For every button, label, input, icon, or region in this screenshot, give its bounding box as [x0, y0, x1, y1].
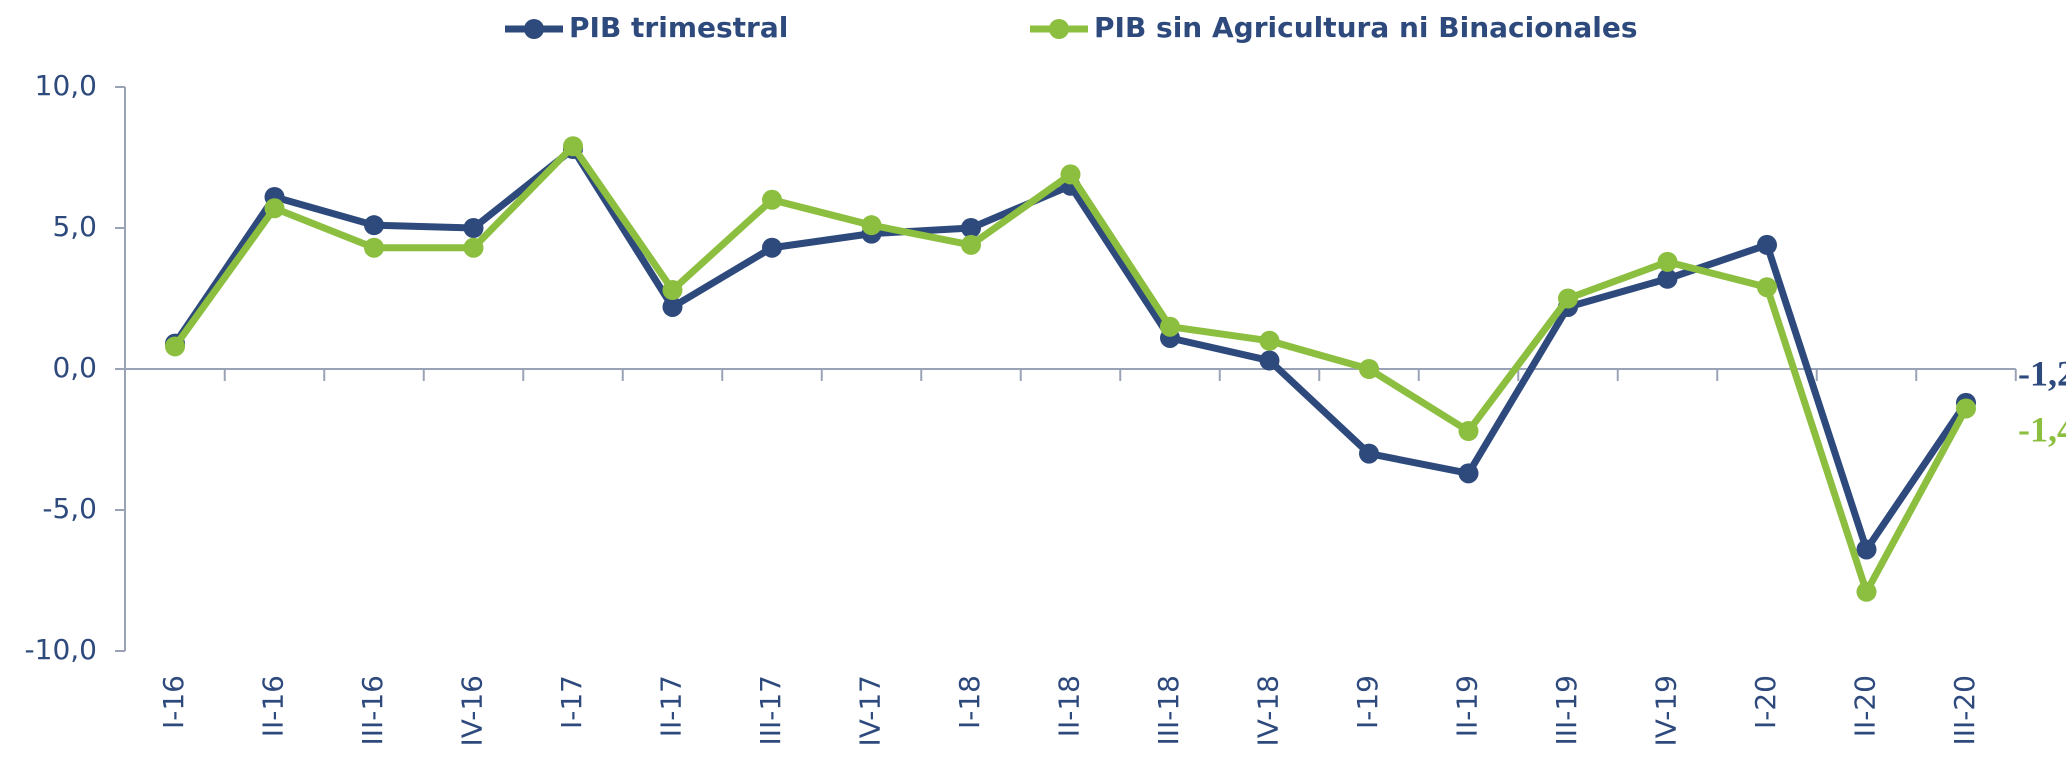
data-point	[364, 237, 384, 258]
data-point	[961, 218, 981, 238]
data-point	[1259, 350, 1280, 371]
x-tick-label: I-20	[1749, 675, 1782, 729]
x-tick-label: III-18	[1152, 675, 1185, 746]
y-tick-label: 0,0	[52, 351, 97, 384]
x-tick-label: IV-19	[1650, 675, 1683, 747]
x-tick-label: III-17	[754, 675, 787, 746]
y-tick-label: 5,0	[52, 210, 97, 243]
x-tick-label: III-20	[1948, 675, 1981, 746]
data-point	[1160, 316, 1180, 337]
x-tick-label: III-19	[1550, 675, 1583, 746]
data-point	[1359, 359, 1379, 379]
data-point	[463, 218, 484, 238]
legend-marker	[1049, 19, 1069, 39]
data-point	[264, 198, 285, 219]
x-tick-label: IV-17	[854, 675, 887, 747]
data-point	[1757, 234, 1777, 255]
x-tick-label: III-16	[356, 675, 389, 746]
data-point	[463, 237, 484, 258]
x-tick-label: II-18	[1053, 675, 1086, 737]
data-point	[1259, 330, 1280, 351]
x-tick-label: I-18	[953, 675, 986, 729]
legend-label: PIB trimestral	[569, 11, 788, 44]
value-label: -1,2	[2018, 353, 2066, 393]
x-tick-label: II-20	[1849, 675, 1882, 737]
y-tick-label: 10,0	[35, 69, 97, 102]
data-point	[563, 136, 583, 157]
data-point	[1458, 463, 1479, 484]
data-point	[1458, 421, 1479, 442]
data-point	[1956, 398, 1976, 419]
series-line	[172, 145, 1969, 553]
legend-marker	[524, 19, 544, 39]
data-point	[662, 296, 683, 317]
x-tick-label: IV-16	[456, 675, 489, 747]
data-point	[364, 215, 384, 236]
y-tick-label: -10,0	[25, 633, 97, 666]
legend-label: PIB sin Agricultura ni Binacionales	[1094, 11, 1638, 44]
x-tick-label: I-19	[1351, 675, 1384, 729]
data-point	[1558, 288, 1578, 309]
data-point	[861, 215, 882, 236]
x-tick-label: I-16	[157, 675, 190, 729]
x-tick-label: II-17	[655, 675, 688, 737]
data-point	[762, 189, 782, 210]
data-point	[1657, 268, 1678, 289]
data-point	[1856, 539, 1877, 560]
data-point	[762, 237, 782, 258]
data-point	[1757, 277, 1777, 298]
data-point	[662, 280, 683, 301]
y-tick-label: -5,0	[42, 492, 97, 525]
data-point	[1359, 443, 1379, 464]
x-tick-label: I-17	[555, 675, 588, 729]
value-label: -1,4	[2018, 409, 2066, 449]
data-point	[1657, 251, 1678, 272]
data-point	[165, 336, 185, 357]
data-point	[1856, 581, 1877, 602]
data-point	[1060, 164, 1081, 185]
x-tick-label: II-19	[1451, 675, 1484, 737]
x-tick-label: IV-18	[1252, 675, 1285, 747]
x-tick-label: II-16	[257, 675, 290, 737]
data-point	[961, 234, 981, 255]
